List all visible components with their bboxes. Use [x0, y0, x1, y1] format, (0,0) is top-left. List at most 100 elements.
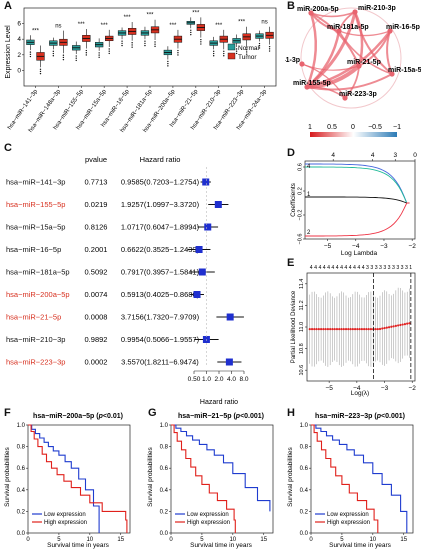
deviance-point	[397, 324, 400, 327]
network-node-label: miR-141-3p	[285, 57, 300, 64]
forest-x-tick-label: 8.0	[239, 376, 248, 383]
colorbar-tick-0.5: 0.5	[327, 124, 337, 131]
forest-header-pvalue: pvalue	[85, 155, 107, 164]
forest-row-pvalue: 0.2001	[85, 245, 108, 254]
outlier-point	[29, 53, 32, 56]
deviance-point	[333, 328, 336, 331]
coefficient-frame	[304, 160, 416, 240]
outlier-point	[52, 52, 55, 55]
deviance-point	[324, 328, 327, 331]
outlier-point	[167, 60, 169, 63]
boxplot-ylabel: Expression Level	[5, 25, 12, 79]
deviance-top-labels: 4 4 4 4 4 4 4 4 4 4 4 4 4 3 3 3 3 3 3 3 …	[310, 265, 413, 271]
km-frame	[310, 424, 414, 534]
deviance-point	[403, 323, 407, 326]
y-tick-label: 6	[17, 21, 21, 28]
significance-label: ***	[169, 23, 177, 29]
outlier-point	[235, 50, 238, 52]
y-tick-label: 0.8	[300, 445, 309, 451]
network-edge	[338, 30, 391, 37]
deviance-point	[317, 328, 320, 331]
y-tick-label: 0.4	[17, 488, 26, 494]
x-tick-label: 5	[340, 537, 344, 543]
correlation-network-chart: miR-210-3p miR-200a-5p miR-181a-5p miR-16-5…	[285, 5, 421, 137]
forest-row-gene: hsa−miR−210−3p	[6, 335, 65, 344]
panel-letter-f: F	[4, 407, 11, 419]
outlier-point	[98, 54, 100, 56]
colorbar-tick-1: 1	[308, 124, 312, 131]
x-tick-label: 0	[309, 537, 313, 543]
x-tick-label: 5	[57, 537, 61, 543]
x-tick-label: 15	[260, 537, 267, 543]
y-tick-label: 0.2	[300, 509, 309, 515]
outlier-point	[85, 54, 88, 56]
significance-label: ***	[78, 22, 86, 28]
deviance-point	[408, 322, 411, 325]
x-tick-label: 10	[86, 537, 93, 543]
boxplot-chart: Expression Level 0246hsa−miR−141−3phsa−m…	[5, 7, 277, 134]
deviance-point	[353, 328, 357, 331]
forest-row-pvalue: 0.9892	[85, 335, 108, 344]
panel-letter-g: G	[148, 407, 157, 419]
curve-label: 4	[307, 164, 311, 170]
network-node-label: miR-181a-5p	[327, 24, 369, 31]
legend-label-tumor: Tumor	[238, 54, 257, 61]
deviance-point	[326, 328, 329, 331]
y-tick-label: 0.0	[300, 531, 309, 537]
boxplot-axes: 0246hsa−miR−141−3phsa−miR−148a−3phsa−miR…	[7, 7, 277, 134]
outlier-point	[39, 70, 42, 73]
y-tick-label: 0	[17, 67, 21, 74]
significance-label: ***	[32, 28, 40, 34]
network-node	[336, 28, 342, 34]
network-edge	[386, 30, 393, 75]
top-tick-label: 0	[413, 152, 417, 159]
forest-row-pvalue: 0.0008	[85, 313, 108, 322]
outlier-point	[268, 48, 271, 50]
forest-plot: pvalue Hazard ratio hsa−miR−141−3p 0.7713…	[6, 155, 249, 406]
outlier-point	[154, 41, 156, 43]
legend-swatch-tumor	[227, 52, 236, 60]
x-tick-label: 0	[169, 537, 173, 543]
km-plot: 0.0 0.2 0.4 0.6 0.8 1.0 0 5 10 15	[17, 423, 131, 543]
colorbar-tick-neg1: −1	[393, 124, 401, 131]
x-tick-label: −3	[380, 243, 388, 250]
outlier-point	[212, 50, 215, 53]
cv-deviance-chart: 4 4 4 4 4 4 4 4 4 4 4 4 4 3 3 3 3 3 3 3 …	[291, 265, 416, 397]
forest-point	[198, 268, 206, 276]
y-tick-label: 10.6	[299, 365, 305, 376]
outlier-point	[144, 42, 146, 45]
coefficient-plot: 4 4 3 0−5 −4 −3 −2−0.6−0.20.20.6 412	[298, 152, 418, 250]
forest-row-hr: 3.7156(1.7320−7.9709)	[121, 313, 200, 322]
network-ring	[300, 7, 402, 109]
km-xlabel: Survival time in years	[190, 542, 253, 549]
outlier-point	[177, 52, 179, 54]
network-edge	[310, 12, 340, 32]
deviance-point	[390, 325, 393, 328]
outlier-point	[258, 42, 261, 45]
outlier-point	[177, 49, 179, 52]
forest-row-hr: 1.9257(1.0997−3.3720)	[121, 200, 200, 209]
network-node	[352, 9, 358, 15]
forest-row-gene: hsa−miR−181a−5p	[6, 268, 70, 277]
curve-label: 2	[307, 230, 311, 236]
forest-header-hr: Hazard ratio	[140, 155, 181, 164]
network-edge	[354, 11, 393, 75]
network-node	[304, 84, 310, 90]
outlier-point	[75, 55, 77, 57]
outlier-point	[190, 29, 192, 31]
x-tick-label: −4	[353, 385, 361, 392]
outlier-point	[121, 44, 123, 47]
network-node	[342, 95, 348, 101]
outlier-point	[268, 50, 271, 52]
significance-label: ***	[146, 13, 154, 19]
deviance-point	[344, 328, 348, 331]
deviance-ylabel: Partial Likelihood Deviance	[291, 290, 297, 363]
top-tick-label: 4	[331, 152, 335, 159]
deviance-point	[338, 328, 341, 331]
x-tick-label: 15	[400, 537, 407, 543]
lasso-coefficient-chart: 4 4 3 0−5 −4 −3 −2−0.6−0.20.20.6 412 Coefficien…	[290, 152, 418, 257]
forest-row-pvalue: 0.0002	[85, 358, 108, 367]
x-tick-label: −4	[352, 243, 360, 250]
y-tick-label: 0.4	[300, 488, 309, 494]
forest-row-hr: 0.6622(0.3525−1.2439)	[121, 245, 200, 254]
